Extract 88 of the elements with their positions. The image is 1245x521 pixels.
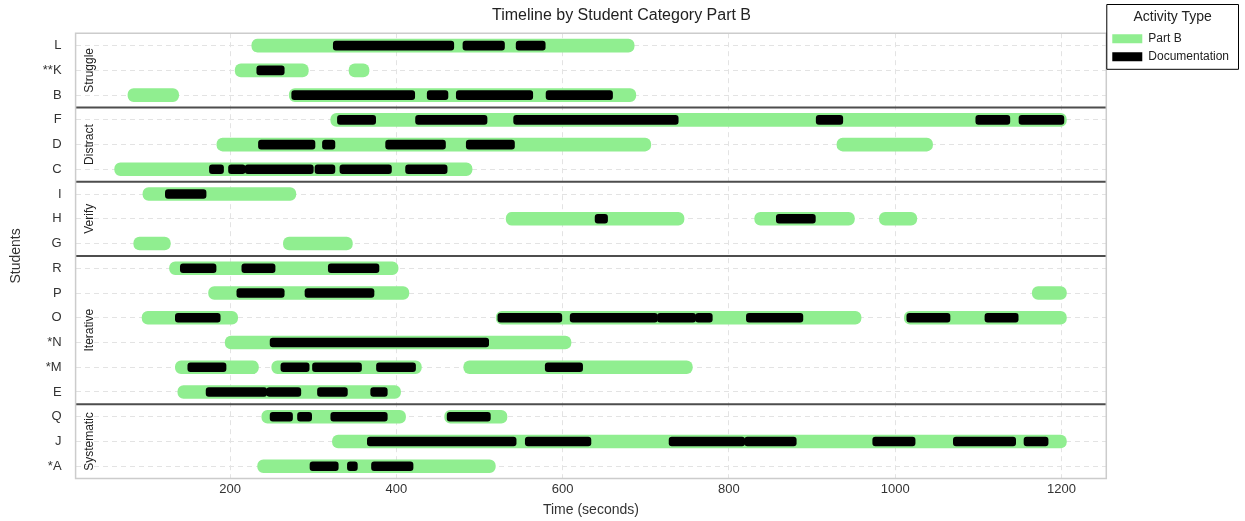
bar: [815, 114, 844, 125]
bar: [280, 362, 310, 373]
bar: [309, 461, 339, 472]
y-tick-label: I: [57, 185, 62, 201]
bar: [426, 90, 449, 100]
bar: [236, 288, 285, 298]
y-tick-label: *A: [47, 457, 62, 473]
bar: [317, 387, 348, 397]
y-tick-label: *M: [45, 358, 62, 374]
bar: [746, 312, 804, 323]
x-tick-label: 800: [718, 480, 740, 496]
bar: [497, 312, 563, 323]
bar: [256, 65, 285, 76]
bar: [524, 436, 592, 447]
annotation: Struggle: [81, 47, 96, 93]
bar: [269, 337, 490, 348]
bar: [984, 312, 1019, 323]
y-tick-label: *N: [47, 334, 62, 350]
bar: [455, 90, 534, 100]
bar: [515, 40, 546, 51]
bar: [465, 139, 515, 150]
bar: [1018, 114, 1065, 125]
bar: [415, 114, 488, 125]
chart-title: Timeline by Student Category Part B: [491, 6, 752, 24]
bar: [241, 263, 276, 274]
y-tick-label: D: [52, 136, 62, 152]
y-tick-label: J: [55, 433, 62, 449]
y-axis-title: Students: [7, 228, 24, 284]
x-tick-label: 1200: [1046, 480, 1076, 496]
bar: [1023, 436, 1049, 447]
y-tick-label: C: [52, 160, 62, 176]
annotation: Distract: [81, 123, 96, 165]
bar: [462, 40, 505, 51]
y-tick-label: P: [52, 284, 62, 300]
bar: [371, 461, 414, 472]
y-tick-label: Q: [51, 408, 62, 424]
bar: [165, 189, 207, 199]
x-tick-label: 600: [551, 480, 574, 496]
bar: [879, 211, 918, 226]
y-tick-label: B: [52, 86, 62, 102]
bar: [330, 411, 388, 422]
bar: [545, 90, 613, 100]
y-tick-label: H: [52, 210, 62, 226]
annotation: Iterative: [81, 308, 96, 352]
bar: [175, 312, 221, 323]
bar: [304, 288, 375, 298]
bar: [376, 362, 416, 373]
bar: [337, 114, 376, 125]
y-tick-label: G: [51, 235, 62, 251]
legend-label: Documentation: [1148, 49, 1230, 64]
x-axis-title: Time (seconds): [542, 501, 639, 518]
bar: [544, 362, 583, 373]
bar: [127, 88, 179, 102]
x-tick-label: 200: [219, 480, 242, 496]
bar: [906, 312, 951, 323]
annotation: Verify: [81, 203, 96, 234]
x-tick-label: 400: [385, 480, 408, 496]
bar: [312, 362, 362, 373]
bar: [332, 40, 455, 51]
bar: [187, 362, 227, 373]
y-tick-label: **K: [42, 61, 62, 77]
bar: [291, 90, 416, 100]
y-tick-label: E: [52, 383, 62, 399]
x-tick-label: 1000: [880, 480, 910, 496]
bar: [269, 411, 293, 422]
legend-title: Activity Type: [1133, 7, 1213, 24]
bar: [446, 411, 491, 422]
bar: [836, 137, 933, 152]
annotation: Systematic: [81, 412, 96, 471]
y-tick-label: L: [54, 37, 62, 53]
bar: [283, 236, 353, 251]
bar: [953, 436, 1017, 447]
bar: [367, 436, 517, 447]
bar: [505, 211, 685, 226]
y-tick-label: F: [53, 111, 62, 127]
bar: [179, 263, 217, 274]
y-tick-label: O: [51, 309, 62, 325]
bar: [385, 139, 446, 150]
bar: [327, 263, 380, 274]
bar: [258, 139, 316, 150]
bar: [975, 114, 1011, 125]
bar: [872, 436, 916, 447]
legend-label: Part B: [1148, 31, 1182, 46]
bar: [339, 164, 392, 175]
bar: [513, 114, 679, 125]
bar: [405, 164, 448, 175]
bar: [775, 213, 816, 224]
y-tick-label: R: [52, 259, 62, 275]
